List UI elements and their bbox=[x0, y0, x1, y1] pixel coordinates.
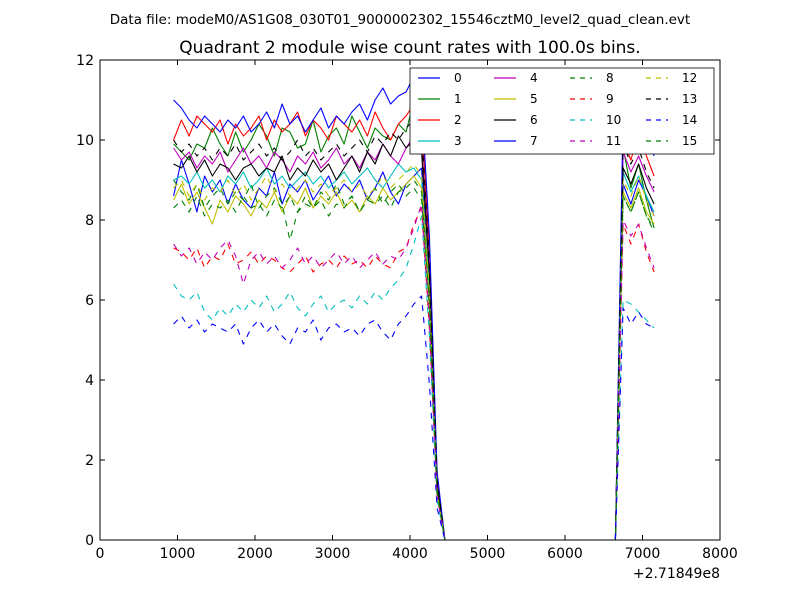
series-line-14 bbox=[173, 295, 655, 541]
legend-label-5: 5 bbox=[530, 92, 538, 106]
series-line-2 bbox=[173, 103, 655, 541]
legend-label-11: 11 bbox=[606, 134, 621, 148]
legend-label-15: 15 bbox=[682, 134, 697, 148]
legend-label-4: 4 bbox=[530, 71, 538, 85]
legend-label-6: 6 bbox=[530, 113, 538, 127]
legend-label-2: 2 bbox=[454, 113, 462, 127]
y-tick-label: 0 bbox=[85, 533, 94, 549]
x-offset-label: +2.71849e8 bbox=[633, 566, 720, 582]
legend-label-9: 9 bbox=[606, 92, 614, 106]
y-tick-label: 10 bbox=[76, 133, 94, 149]
y-tick-label: 6 bbox=[85, 293, 94, 309]
series-line-15 bbox=[173, 179, 655, 541]
y-tick-label: 8 bbox=[85, 213, 94, 229]
y-tick-label: 4 bbox=[85, 373, 94, 389]
series-line-13 bbox=[173, 119, 655, 541]
x-tick-label: 4000 bbox=[392, 546, 428, 562]
x-tick-label: 6000 bbox=[547, 546, 583, 562]
legend-label-0: 0 bbox=[454, 71, 462, 85]
series-line-10 bbox=[173, 215, 655, 541]
legend-label-12: 12 bbox=[682, 71, 697, 85]
series-line-0 bbox=[173, 159, 655, 541]
legend-label-1: 1 bbox=[454, 92, 462, 106]
ticks-layer: 0 1000 2000 3000 4000 5000 6000 7000 80000246810… bbox=[76, 53, 738, 562]
legend-label-10: 10 bbox=[606, 113, 621, 127]
series-line-11 bbox=[173, 203, 655, 541]
legend-label-7: 7 bbox=[530, 134, 538, 148]
x-tick-label: 3000 bbox=[315, 546, 351, 562]
series-line-8 bbox=[173, 179, 655, 541]
x-tick-label: 1000 bbox=[160, 546, 196, 562]
figure-suptitle: Data file: modeM0/AS1G08_030T01_90000023… bbox=[110, 12, 690, 28]
y-tick-label: 2 bbox=[85, 453, 94, 469]
chart-title: Quadrant 2 module wise count rates with … bbox=[179, 38, 640, 58]
series-line-4 bbox=[173, 135, 655, 541]
x-tick-label: 2000 bbox=[237, 546, 273, 562]
x-tick-label: 7000 bbox=[625, 546, 661, 562]
x-tick-label: 8000 bbox=[702, 546, 738, 562]
x-tick-label: 5000 bbox=[470, 546, 506, 562]
x-tick-label: 0 bbox=[96, 546, 105, 562]
legend-label-14: 14 bbox=[682, 113, 697, 127]
legend-label-13: 13 bbox=[682, 92, 697, 106]
series-line-12 bbox=[173, 163, 655, 541]
series-line-3 bbox=[173, 163, 655, 541]
legend-label-8: 8 bbox=[606, 71, 614, 85]
series-line-1 bbox=[173, 99, 655, 541]
y-tick-label: 12 bbox=[76, 53, 94, 69]
series-line-5 bbox=[173, 175, 655, 541]
legend-label-3: 3 bbox=[454, 134, 462, 148]
series-line-6 bbox=[173, 135, 655, 541]
legend-box bbox=[409, 67, 715, 155]
series-line-9 bbox=[173, 207, 655, 541]
